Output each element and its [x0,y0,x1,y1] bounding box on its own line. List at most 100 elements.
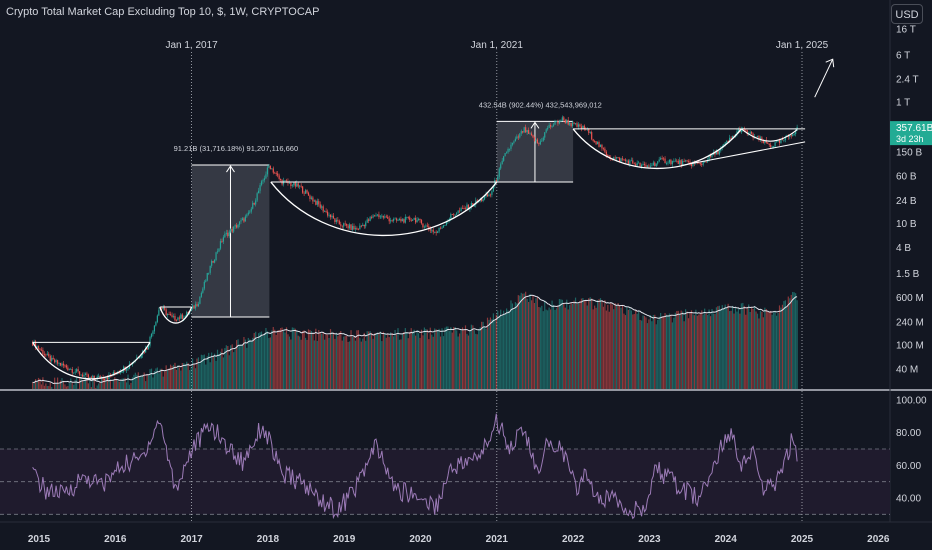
volume-bar [101,380,103,389]
volume-bar [601,301,603,389]
volume-bar [87,383,89,389]
candle-body [749,132,751,134]
projection-arrow [814,58,834,98]
candle-body [346,224,348,226]
currency-button[interactable]: USD [891,4,923,24]
candle-body [486,194,489,197]
candle-body [274,172,276,174]
candle-body [592,139,594,142]
volume-bar [291,327,293,389]
candle-body [304,190,307,194]
candle-body [356,228,358,230]
volume-bar [362,338,364,389]
volume-bar [746,306,748,389]
candle-body [595,141,597,145]
candle-body [638,162,640,164]
volume-bar [613,309,615,389]
rsi-axis-tick: 100.00 [896,396,927,407]
candle-body [391,220,393,222]
candle-body [80,374,82,376]
date-marker-label: Jan 1, 2017 [165,40,218,51]
volume-bar [216,349,219,389]
candle-body [503,156,505,161]
volume-bar [686,311,688,389]
volume-bar [64,384,66,389]
volume-bar [92,380,94,389]
candle-body [422,223,424,228]
rsi-line [32,413,798,520]
volume-bar [233,352,235,389]
candle-body [387,216,389,219]
volume-bar [152,377,154,389]
volume-bar [671,322,673,389]
candle-body [313,200,315,202]
volume-bar [673,317,675,389]
volume-bar [773,312,775,389]
candle-body [635,164,637,166]
candle-body [284,180,286,182]
pattern-cup-curve [572,128,742,169]
volume-bar [40,384,43,389]
candle-body [670,159,672,165]
volume-bar [334,338,336,389]
volume-bar [544,300,546,389]
volume-bar [505,308,508,389]
candle-body [560,120,562,122]
volume-bar [390,332,392,389]
candle-body [574,123,577,125]
candle-body [150,333,153,337]
candle-body [483,196,486,200]
volume-bar [682,311,684,389]
volume-bar [278,329,280,389]
volume-bar [495,314,497,389]
candle-body [326,211,329,216]
volume-bar [435,329,437,389]
candle-body [652,162,654,166]
candle-body [388,218,390,222]
candle-body [784,136,786,141]
volume-bar [781,304,784,389]
volume-bar [183,362,185,389]
candle-body [209,265,211,273]
volume-bar [695,309,697,389]
candle-body [542,137,544,141]
candle-body [563,117,565,121]
volume-bar [745,314,747,389]
candle-body [187,312,189,314]
candle-body [152,331,154,334]
volume-bar [570,302,572,389]
candle-body [513,141,515,143]
volume-bar [171,365,173,389]
volume-bar [777,312,779,389]
volume-bar [202,355,204,389]
candle-body [775,141,778,143]
candle-body [627,160,629,165]
candle-body [489,194,492,196]
price-axis-tick: 40 M [896,365,918,376]
candle-body [660,158,662,160]
candle-body [249,211,251,213]
volume-bar [117,380,119,389]
candle-body [307,192,310,196]
volume-bar [134,372,136,389]
candle-body [237,224,239,228]
volume-bar [256,339,258,389]
volume-bar [211,352,213,389]
candle-body [164,307,166,310]
volume-bar [470,324,472,389]
volume-bar [425,328,427,389]
measure-label: 91.21B (31,716.18%) 91,207,116,660 [174,144,299,153]
volume-bar [318,330,320,389]
candle-body [337,219,339,221]
candle-body [125,369,128,371]
candle-body [259,185,261,191]
candle-body [723,144,725,147]
measure-arrow-head [226,165,235,173]
candle-body [707,159,709,163]
volume-bar [583,300,585,389]
candle-body [624,159,627,161]
volume-bar [690,310,693,389]
volume-bar [51,387,53,389]
candle-body [90,376,92,378]
